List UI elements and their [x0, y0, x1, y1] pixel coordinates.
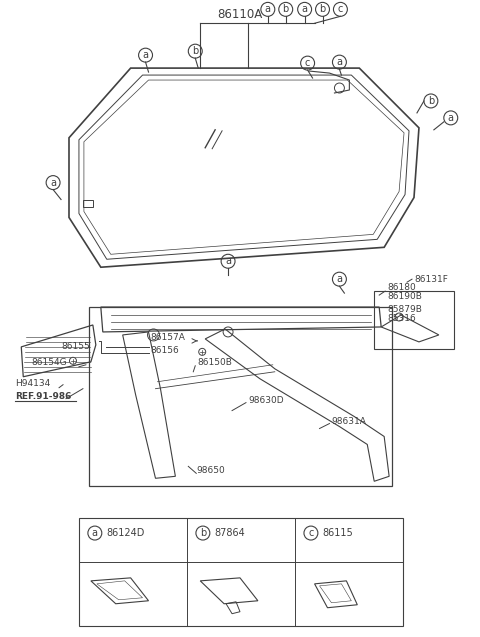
Text: 86115: 86115: [323, 528, 354, 538]
Text: a: a: [336, 57, 342, 67]
Text: 86110A: 86110A: [217, 8, 263, 22]
Text: 86155: 86155: [61, 342, 90, 352]
Circle shape: [70, 357, 76, 364]
Text: c: c: [338, 4, 343, 15]
Text: c: c: [305, 58, 310, 68]
Text: H94134: H94134: [15, 379, 50, 388]
Text: a: a: [301, 4, 308, 15]
Text: 86156: 86156: [151, 347, 179, 355]
Bar: [83, 199, 93, 208]
Text: 86131F: 86131F: [414, 275, 448, 283]
Text: a: a: [50, 178, 56, 187]
Text: 85316: 85316: [387, 315, 416, 324]
Text: b: b: [319, 4, 325, 15]
Text: a: a: [265, 4, 271, 15]
Text: b: b: [192, 46, 198, 56]
Text: 86124D: 86124D: [107, 528, 145, 538]
Bar: [79, 518, 403, 626]
Text: a: a: [225, 256, 231, 266]
Text: 86150B: 86150B: [197, 358, 232, 368]
Text: a: a: [336, 274, 342, 284]
Bar: [89, 307, 392, 486]
Text: b: b: [283, 4, 289, 15]
Text: 86180: 86180: [387, 283, 416, 292]
Bar: [374, 291, 454, 349]
Text: 85879B: 85879B: [387, 304, 422, 313]
Text: 98650: 98650: [196, 466, 225, 475]
Text: 87864: 87864: [215, 528, 246, 538]
Text: a: a: [448, 113, 454, 123]
Text: a: a: [143, 50, 148, 60]
Text: 98630D: 98630D: [248, 396, 284, 405]
Text: REF.91-986: REF.91-986: [15, 392, 72, 401]
Text: b: b: [200, 528, 206, 538]
Text: 86190B: 86190B: [387, 292, 422, 301]
Circle shape: [199, 348, 206, 355]
Text: c: c: [308, 528, 313, 538]
Text: 98631A: 98631A: [332, 417, 366, 426]
Text: a: a: [92, 528, 98, 538]
Text: b: b: [428, 96, 434, 106]
Text: 86154G: 86154G: [31, 358, 67, 368]
Text: 86157A: 86157A: [151, 333, 185, 343]
